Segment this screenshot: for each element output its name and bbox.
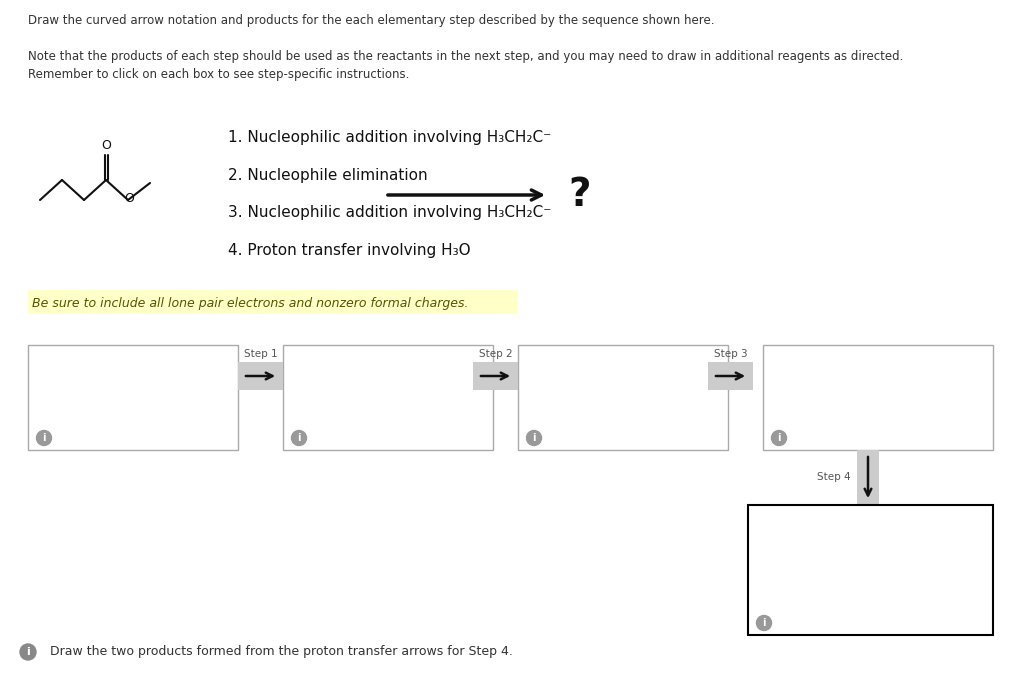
Text: i: i — [42, 433, 46, 443]
Text: Draw the curved arrow notation and products for the each elementary step describ: Draw the curved arrow notation and produ… — [28, 14, 715, 27]
Text: Step 2: Step 2 — [478, 349, 512, 359]
Text: 3. Nucleophilic addition involving H₃CH₂C⁻: 3. Nucleophilic addition involving H₃CH₂… — [228, 205, 551, 220]
Text: Step 1: Step 1 — [244, 349, 278, 359]
Bar — [763, 345, 993, 450]
Text: i: i — [297, 433, 301, 443]
Text: i: i — [762, 618, 766, 628]
Circle shape — [292, 431, 306, 446]
Text: Draw the two products formed from the proton transfer arrows for Step 4.: Draw the two products formed from the pr… — [42, 645, 513, 658]
Bar — [473, 362, 518, 390]
Circle shape — [526, 431, 542, 446]
Bar — [28, 345, 238, 450]
Bar — [748, 505, 993, 635]
Circle shape — [37, 431, 51, 446]
Circle shape — [20, 644, 36, 660]
Text: i: i — [777, 433, 780, 443]
Bar — [28, 290, 518, 314]
Bar — [283, 345, 493, 450]
Text: i: i — [532, 433, 536, 443]
Text: O: O — [101, 139, 111, 152]
Bar — [857, 450, 879, 505]
Bar — [518, 345, 728, 450]
Text: Be sure to include all lone pair electrons and nonzero formal charges.: Be sure to include all lone pair electro… — [32, 297, 469, 310]
Text: 4. Proton transfer involving H₃O: 4. Proton transfer involving H₃O — [228, 243, 471, 258]
Text: Step 4: Step 4 — [817, 472, 851, 483]
Text: Step 3: Step 3 — [714, 349, 748, 359]
Text: O: O — [124, 192, 134, 205]
Text: ?: ? — [568, 176, 591, 214]
Text: 1. Nucleophilic addition involving H₃CH₂C⁻: 1. Nucleophilic addition involving H₃CH₂… — [228, 130, 551, 145]
Text: 2. Nucleophile elimination: 2. Nucleophile elimination — [228, 168, 428, 183]
Text: Note that the products of each step should be used as the reactants in the next : Note that the products of each step shou… — [28, 50, 903, 63]
Text: Remember to click on each box to see step-specific instructions.: Remember to click on each box to see ste… — [28, 68, 410, 81]
Circle shape — [771, 431, 786, 446]
Bar — [708, 362, 753, 390]
Text: i: i — [27, 647, 30, 657]
Bar — [238, 362, 283, 390]
Circle shape — [757, 616, 771, 631]
